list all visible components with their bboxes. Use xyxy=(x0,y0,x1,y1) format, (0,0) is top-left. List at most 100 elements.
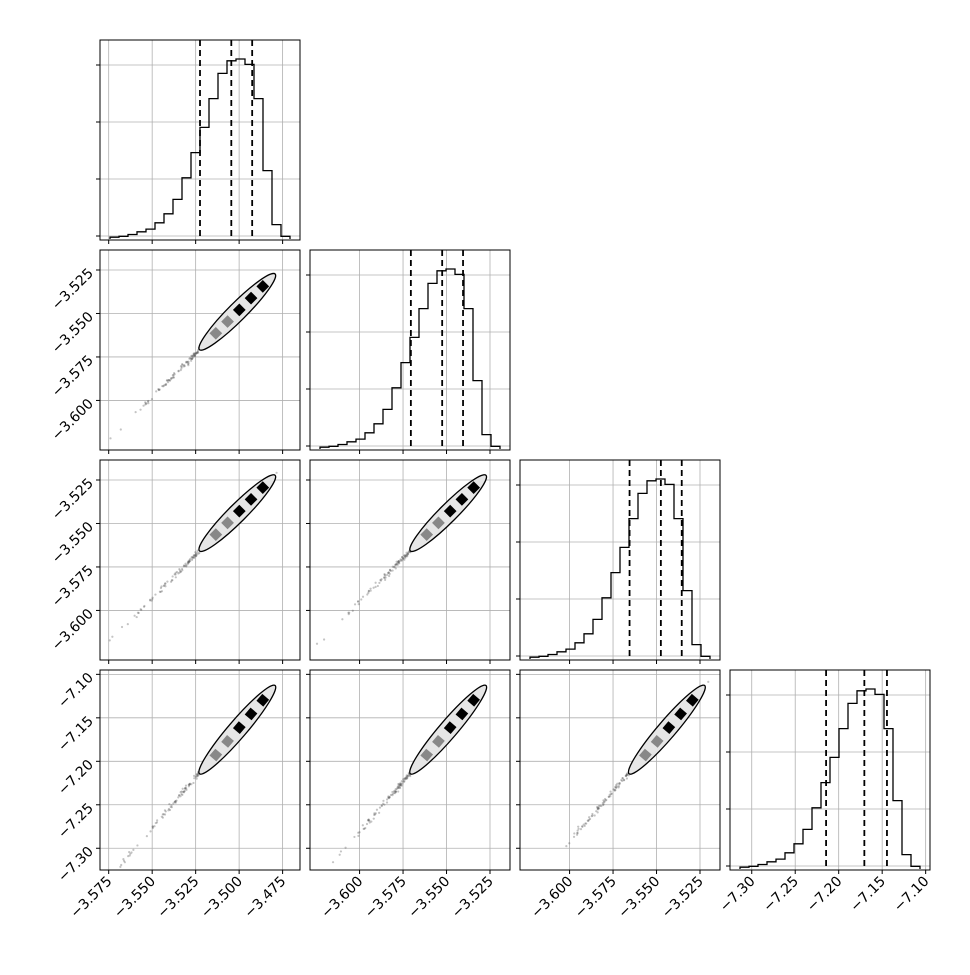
scatter-point xyxy=(122,858,125,861)
scatter-point xyxy=(369,589,372,592)
scatter-point xyxy=(180,793,183,796)
density-cell xyxy=(662,721,676,734)
scatter-point xyxy=(403,558,406,561)
scatter-point xyxy=(167,809,170,812)
scatter-point xyxy=(195,773,198,776)
scatter-point xyxy=(382,802,385,805)
scatter-point xyxy=(397,560,400,563)
scatter-point xyxy=(164,585,167,588)
scatter-point xyxy=(187,362,190,366)
scatter-point xyxy=(300,896,302,898)
scatter-point xyxy=(393,566,396,569)
scatter-point xyxy=(120,625,124,629)
scatter-point xyxy=(168,379,171,382)
scatter-point xyxy=(142,605,146,608)
density-contours xyxy=(627,684,706,775)
scatter-point xyxy=(401,782,404,785)
scatter-point xyxy=(384,576,387,579)
scatter-point xyxy=(617,785,620,788)
scatter-point xyxy=(407,552,410,555)
scatter-point xyxy=(612,788,615,791)
scatter-point xyxy=(591,814,594,817)
density-cell xyxy=(256,279,270,293)
scatter-point xyxy=(383,573,386,577)
scatter-point xyxy=(360,598,363,601)
scatter-point xyxy=(402,557,405,560)
scatter-point xyxy=(625,774,628,777)
scatter-point xyxy=(396,563,399,567)
scatter-point xyxy=(325,872,327,874)
panel-1-0: −3.600−3.575−3.550−3.525 xyxy=(49,249,301,454)
scatter-point xyxy=(161,384,164,388)
scatter-point xyxy=(406,776,409,780)
scatter-point xyxy=(188,357,191,360)
scatter-point xyxy=(190,357,193,360)
scatter-point xyxy=(357,603,360,606)
scatter-point xyxy=(160,815,163,818)
tick-label-x: −3.600 xyxy=(318,874,366,922)
scatter-point xyxy=(163,809,167,812)
scatter-point xyxy=(196,549,199,552)
scatter-point xyxy=(190,556,193,559)
scatter-point xyxy=(395,563,398,566)
panel-frame xyxy=(99,249,301,451)
scatter-point xyxy=(154,593,157,596)
scatter-point xyxy=(610,792,613,795)
scatter-point xyxy=(402,556,405,560)
tick-label-y: −3.525 xyxy=(49,476,97,524)
scatter-point xyxy=(404,777,407,780)
scatter-point xyxy=(366,593,369,596)
scatter-point xyxy=(621,777,624,780)
scatter-point xyxy=(365,822,369,826)
panel-2-2 xyxy=(516,459,721,664)
scatter-point xyxy=(188,560,191,563)
panel-frame xyxy=(729,669,931,871)
scatter-point xyxy=(368,821,371,824)
scatter-point xyxy=(399,782,402,785)
scatter-point xyxy=(357,600,360,603)
scatter-point xyxy=(616,782,619,785)
scatter-point xyxy=(374,585,377,588)
scatter-point xyxy=(378,811,381,814)
scatter-point xyxy=(384,574,387,577)
scatter-point xyxy=(188,782,192,785)
scatter-point xyxy=(192,354,195,357)
scatter-point xyxy=(402,778,405,781)
scatter-point xyxy=(185,361,188,364)
scatter-point xyxy=(357,834,360,837)
scatter-point xyxy=(361,824,364,827)
panel-frame xyxy=(99,459,301,661)
scatter-point xyxy=(386,573,389,576)
scatter-point xyxy=(188,783,191,786)
scatter-point xyxy=(177,369,180,372)
scatter-point xyxy=(174,800,177,803)
scatter-point xyxy=(196,773,199,776)
scatter-point xyxy=(358,831,361,834)
scatter-point xyxy=(179,570,182,573)
scatter-point xyxy=(172,376,175,379)
scatter-point xyxy=(191,355,194,358)
scatter-point xyxy=(397,786,400,790)
scatter-point xyxy=(183,364,186,367)
scatter-point xyxy=(183,790,186,793)
scatter-point xyxy=(161,816,164,819)
scatter-point xyxy=(394,567,397,570)
panel-0-0 xyxy=(96,39,301,244)
scatter-point xyxy=(609,795,612,798)
scatter-point xyxy=(403,554,406,557)
density-cell xyxy=(256,481,270,495)
scatter-point xyxy=(186,561,189,564)
scatter-point xyxy=(577,825,580,828)
scatter-point xyxy=(395,787,398,791)
scatter-point xyxy=(367,819,370,822)
scatter-point xyxy=(179,795,182,798)
density-cell xyxy=(209,326,223,340)
scatter-point xyxy=(144,403,147,406)
scatter-point xyxy=(626,772,629,775)
scatter-point xyxy=(164,810,167,813)
scatter-point xyxy=(388,796,391,799)
scatter-point xyxy=(183,364,186,368)
scatter-point xyxy=(322,638,326,641)
scatter-point xyxy=(604,799,607,802)
